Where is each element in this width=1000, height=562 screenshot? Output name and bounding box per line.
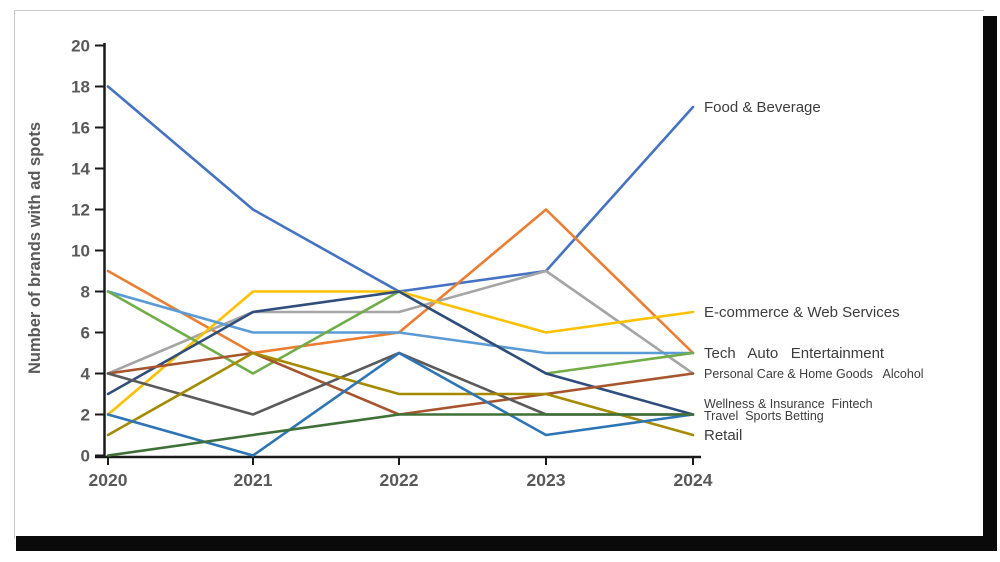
series-line-retail — [106, 351, 695, 437]
y-tick-label: 0 — [81, 447, 90, 466]
y-tick-label: 8 — [81, 283, 90, 302]
series-label-tech-auto-entertainment: Tech Auto Entertainment — [704, 345, 885, 362]
series-label-travel-sports-betting: Travel Sports Betting — [704, 409, 824, 423]
series-line-travel — [106, 413, 695, 457]
y-tick-label: 16 — [71, 119, 90, 138]
x-tick-label: 2023 — [527, 470, 566, 490]
y-tick-label: 6 — [81, 324, 90, 343]
y-tick-label: 12 — [71, 201, 90, 220]
series-label-retail: Retail — [704, 427, 743, 444]
series-label-wellness-insurance-fintech: Wellness & Insurance Fintech — [704, 397, 873, 411]
y-axis-title: Number of brands with ad spots — [26, 122, 44, 374]
series-line-personal-care-home-goods — [106, 269, 695, 375]
chart-card — [14, 10, 984, 539]
series-label-food-beverage: Food & Beverage — [704, 99, 821, 116]
series-line-fintech — [106, 351, 695, 457]
y-tick-label: 4 — [81, 365, 91, 384]
card-shadow-right — [983, 16, 997, 551]
series-line-auto — [106, 290, 695, 355]
x-tick-label: 2022 — [380, 470, 419, 490]
y-tick-label: 20 — [71, 37, 90, 56]
y-tick-label: 2 — [81, 406, 90, 425]
series-label-personal-care-home-goods-alcohol: Personal Care & Home Goods Alcohol — [704, 367, 924, 381]
y-tick-label: 18 — [71, 78, 90, 97]
y-tick-label: 10 — [71, 242, 90, 261]
series-line-alcohol — [106, 351, 695, 416]
card-shadow-bottom — [16, 536, 997, 551]
series-line-food-beverage — [106, 85, 695, 293]
y-tick-label: 14 — [71, 160, 90, 179]
x-tick-label: 2024 — [674, 470, 713, 490]
x-tick-label: 2020 — [89, 470, 128, 490]
x-tick-label: 2021 — [234, 470, 273, 490]
series-label-e-commerce-web-services: E-commerce & Web Services — [704, 304, 900, 321]
